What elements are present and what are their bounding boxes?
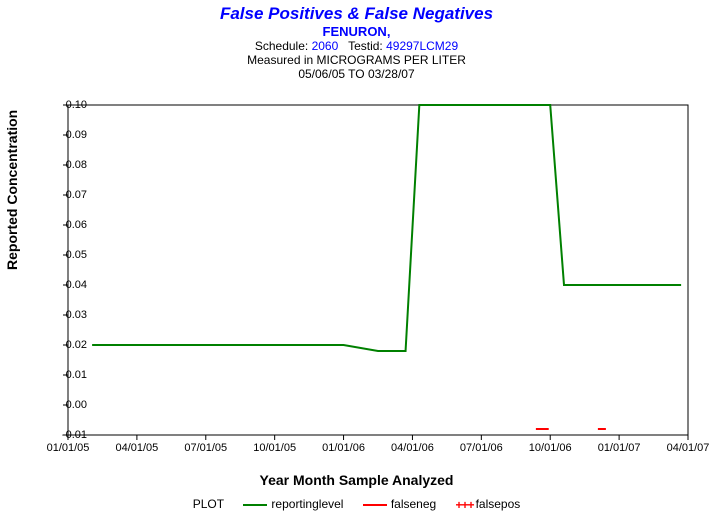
y-axis-title: Reported Concentration [4, 110, 20, 270]
chart-header: False Positives & False Negatives FENURO… [0, 0, 713, 81]
y-tick-label: 0.09 [47, 129, 87, 141]
y-tick-label: 0.02 [47, 339, 87, 351]
legend-item-falseneg: falseneg [363, 497, 436, 511]
y-tick-label: 0.03 [47, 309, 87, 321]
legend-swatch [363, 504, 387, 506]
x-tick-label: 07/01/06 [460, 442, 503, 454]
x-tick-label: 04/01/05 [115, 442, 158, 454]
y-tick-label: 0.00 [47, 399, 87, 411]
date-range: 05/06/05 TO 03/28/07 [0, 67, 713, 81]
x-tick-label: 10/01/06 [529, 442, 572, 454]
y-tick-label: -0.01 [47, 429, 87, 441]
chart-subtitle: FENURON, [0, 24, 713, 39]
legend: PLOT reportinglevel falseneg +++falsepos [0, 497, 713, 512]
x-tick-label: 04/01/06 [391, 442, 434, 454]
y-tick-label: 0.07 [47, 189, 87, 201]
x-tick-label: 01/01/07 [598, 442, 641, 454]
legend-swatch: +++ [456, 498, 474, 512]
legend-label: PLOT [193, 497, 224, 511]
testid-value: 49297LCM29 [386, 39, 458, 53]
x-tick-label: 10/01/05 [253, 442, 296, 454]
x-axis-title: Year Month Sample Analyzed [0, 472, 713, 488]
x-tick-label: 04/01/07 [667, 442, 710, 454]
schedule-label: Schedule: [255, 39, 308, 53]
y-tick-label: 0.06 [47, 219, 87, 231]
schedule-value: 2060 [312, 39, 339, 53]
legend-swatch [243, 504, 267, 506]
y-tick-label: 0.04 [47, 279, 87, 291]
y-tick-label: 0.01 [47, 369, 87, 381]
x-tick-label: 07/01/05 [184, 442, 227, 454]
y-tick-label: 0.10 [47, 99, 87, 111]
testid-label: Testid: [348, 39, 383, 53]
y-tick-label: 0.05 [47, 249, 87, 261]
y-tick-label: 0.08 [47, 159, 87, 171]
x-tick-label: 01/01/05 [47, 442, 90, 454]
measured-line: Measured in MICROGRAMS PER LITER [0, 53, 713, 67]
x-tick-label: 01/01/06 [322, 442, 365, 454]
legend-item-falsepos: +++falsepos [456, 497, 521, 512]
chart-title: False Positives & False Negatives [0, 4, 713, 24]
schedule-line: Schedule: 2060 Testid: 49297LCM29 [0, 39, 713, 53]
legend-item-reportinglevel: reportinglevel [243, 497, 343, 511]
chart-plot [68, 105, 688, 435]
